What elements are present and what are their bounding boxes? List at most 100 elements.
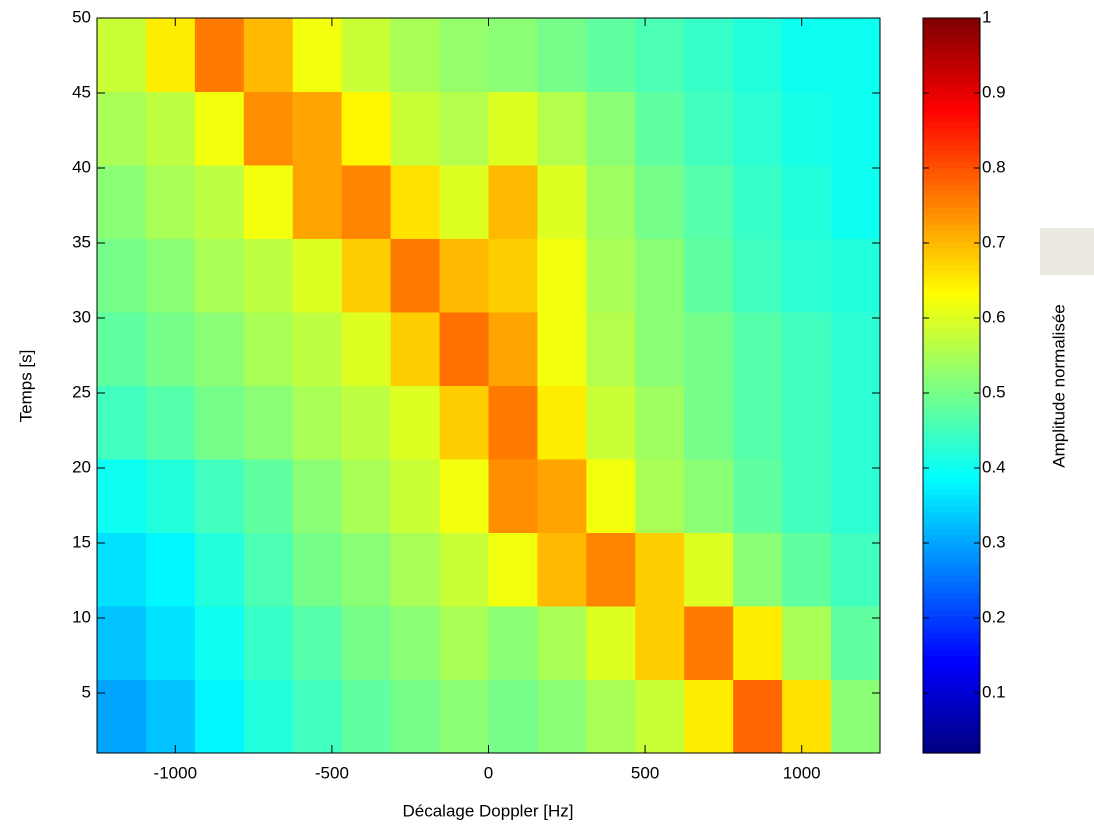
x-tick-label: 1000 xyxy=(783,763,821,782)
colorbar-swatch xyxy=(923,230,980,237)
colorbar-swatch xyxy=(923,552,980,559)
heatmap-cell xyxy=(488,238,538,313)
colorbar-swatch xyxy=(923,379,980,387)
heatmap-cell xyxy=(733,312,783,386)
colorbar-swatch xyxy=(923,374,980,381)
heatmap-cell xyxy=(635,238,685,313)
heatmap-cell xyxy=(341,312,392,386)
colorbar-swatch xyxy=(923,253,980,260)
heatmap-cell xyxy=(194,532,245,607)
colorbar-swatch xyxy=(923,402,980,410)
heatmap-cell xyxy=(831,385,881,460)
heatmap-cell xyxy=(586,532,636,607)
heatmap-cell xyxy=(782,679,832,754)
heatmap-cell xyxy=(586,91,636,166)
colorbar-swatch xyxy=(923,345,980,352)
heatmap-cell xyxy=(488,679,538,754)
heatmap-cell xyxy=(390,385,441,460)
heatmap-cell xyxy=(292,459,343,533)
heatmap-cell xyxy=(635,18,685,92)
heatmap-cell xyxy=(586,679,636,754)
heatmap-cell xyxy=(439,679,489,754)
colorbar-swatch xyxy=(923,127,980,134)
heatmap-cell xyxy=(390,679,441,754)
heatmap-cell xyxy=(684,165,734,239)
colorbar-swatch xyxy=(923,328,980,335)
colorbar-swatch xyxy=(923,109,980,117)
heatmap-cell xyxy=(733,91,783,166)
colorbar-swatch xyxy=(923,672,980,679)
heatmap-cell xyxy=(145,606,196,680)
colorbar-swatch xyxy=(923,632,980,639)
heatmap-cell xyxy=(145,532,196,607)
colorbar-swatch xyxy=(923,603,980,611)
colorbar-swatch xyxy=(923,666,980,674)
colorbar-tick-label: 0.2 xyxy=(982,607,1006,626)
colorbar-tick-label: 0.4 xyxy=(982,457,1006,476)
colorbar-swatch xyxy=(923,293,980,300)
heatmap-cell xyxy=(782,165,832,239)
heatmap-cell xyxy=(537,238,587,313)
heatmap-cell xyxy=(439,459,489,533)
heatmap-cell xyxy=(586,459,636,533)
heatmap-cell xyxy=(292,165,343,239)
heatmap-cell xyxy=(733,238,783,313)
colorbar-swatch xyxy=(923,35,980,42)
colorbar-tick-label: 0.5 xyxy=(982,382,1006,401)
colorbar-swatch xyxy=(923,454,980,461)
heatmap-cell xyxy=(390,532,441,607)
heatmap-cell xyxy=(537,312,587,386)
colorbar-swatch xyxy=(923,546,980,553)
colorbar-swatch xyxy=(923,580,980,588)
colorbar-tick-label: 1 xyxy=(982,7,991,26)
heatmap-cell xyxy=(684,459,734,533)
colorbar-swatch xyxy=(923,310,980,318)
heatmap-cell xyxy=(439,532,489,607)
colorbar-tick-label: 0.8 xyxy=(982,157,1006,176)
heatmap-cell xyxy=(292,385,343,460)
colorbar-tick-label: 0.7 xyxy=(982,232,1006,251)
heatmap-cell xyxy=(537,18,587,92)
colorbar-swatch xyxy=(923,58,980,65)
colorbar-box xyxy=(922,17,981,754)
heatmap-cell xyxy=(635,532,685,607)
colorbar-swatch xyxy=(923,678,980,685)
heatmap-cell xyxy=(341,238,392,313)
heatmap-cell xyxy=(586,312,636,386)
colorbar-swatch xyxy=(923,92,980,99)
heatmap-cell xyxy=(782,532,832,607)
heatmap-cell xyxy=(341,532,392,607)
colorbar-swatch xyxy=(923,425,980,433)
colorbar-swatch xyxy=(923,609,980,616)
colorbar-swatch xyxy=(923,18,980,25)
heatmap-cell xyxy=(194,679,245,754)
x-tick-label: -500 xyxy=(315,763,349,782)
panel-tab xyxy=(1040,228,1094,275)
heatmap-cell xyxy=(733,532,783,607)
heatmap-cell xyxy=(243,679,294,754)
colorbar-swatch xyxy=(923,431,980,438)
colorbar-label: Amplitude normalisée xyxy=(1049,304,1068,467)
colorbar-swatch xyxy=(923,287,980,295)
colorbar-swatch xyxy=(923,75,980,82)
heatmap-cell xyxy=(243,385,294,460)
colorbar-swatch xyxy=(923,333,980,341)
heatmap-cell xyxy=(586,238,636,313)
colorbar-swatch xyxy=(923,276,980,283)
heatmap-cell xyxy=(439,165,489,239)
colorbar-swatch xyxy=(923,649,980,656)
colorbar-swatch xyxy=(923,437,980,444)
colorbar-swatch xyxy=(923,615,980,622)
heatmap-cell xyxy=(97,312,147,386)
heatmap-cell xyxy=(97,679,147,754)
colorbar-swatch xyxy=(923,213,980,220)
heatmap-cell xyxy=(684,312,734,386)
heatmap-cell xyxy=(733,679,783,754)
colorbar-swatch xyxy=(923,592,980,599)
colorbar-swatch xyxy=(923,747,980,754)
heatmap-cell xyxy=(97,532,147,607)
colorbar-tick-label: 0.9 xyxy=(982,82,1006,101)
colorbar-swatch xyxy=(923,184,980,191)
y-tick-label: 15 xyxy=(72,532,91,551)
